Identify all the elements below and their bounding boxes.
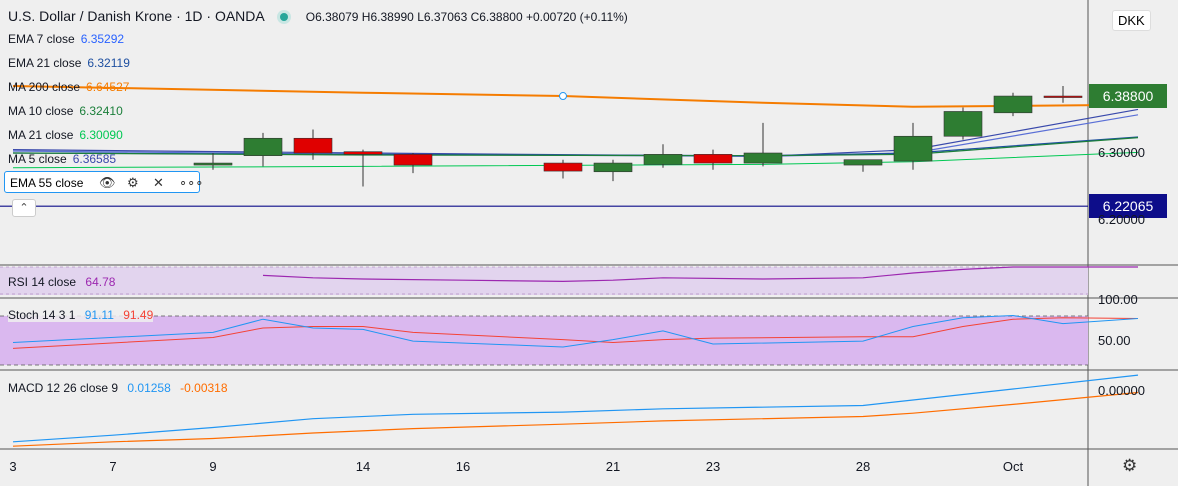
indicator-label: MA 10 close xyxy=(8,104,74,118)
indicator-label: MA 200 close xyxy=(8,80,81,94)
symbol-title: U.S. Dollar / Danish Krone · 1D · OANDA xyxy=(8,8,264,24)
indicator-value: 6.35292 xyxy=(80,32,125,46)
macd-legend[interactable]: MACD 12 26 close 9 0.01258 -0.00318 xyxy=(8,381,228,395)
indicator-legend-row[interactable]: MA 21 close 6.30090 xyxy=(8,128,123,142)
rsi-value: 64.78 xyxy=(85,275,116,289)
macd-line xyxy=(12,374,1139,443)
x-tick-label: 14 xyxy=(355,459,371,474)
stoch-y-tick-label: 100.00 xyxy=(1098,292,1138,307)
indicator-legend-row[interactable]: MA 5 close 6.36585 xyxy=(8,152,116,166)
eye-icon[interactable]: 👁 xyxy=(99,175,116,190)
candle-body xyxy=(193,162,233,166)
indicator-value: 6.64527 xyxy=(86,80,130,94)
x-tick-label: 23 xyxy=(705,459,721,474)
candle-body xyxy=(1043,95,1083,98)
horizontal-line-price-tag: 6.22065 xyxy=(1089,194,1167,218)
ma200-line xyxy=(12,85,1139,108)
candle-body xyxy=(543,162,583,172)
indicator-label: MA 5 close xyxy=(8,152,67,166)
last-price-tag: 6.38800 xyxy=(1089,84,1167,108)
indicator-value: 6.32410 xyxy=(79,104,123,118)
stoch-d-line xyxy=(12,317,1139,349)
candle-body xyxy=(843,159,883,166)
y-tick-label: 6.30000 xyxy=(1098,145,1145,160)
collapse-legend-button[interactable]: ⌃ xyxy=(12,199,36,217)
candle-body xyxy=(343,151,383,155)
stoch-band xyxy=(0,316,1088,365)
x-tick-label: 28 xyxy=(855,459,871,474)
stoch-d-value: 91.49 xyxy=(123,308,154,322)
rsi-legend[interactable]: RSI 14 close 64.78 xyxy=(8,275,115,289)
stoch-y-tick-label: 50.00 xyxy=(1098,333,1131,348)
y-tick-label: 6.20000 xyxy=(1098,212,1145,227)
chart-header: U.S. Dollar / Danish Krone · 1D · OANDA … xyxy=(8,8,628,24)
x-tick-label: 3 xyxy=(9,459,17,474)
candle-body xyxy=(893,135,933,162)
x-tick-label: 21 xyxy=(605,459,621,474)
stoch-k-value: 91.11 xyxy=(84,308,114,322)
indicator-label: EMA 21 close xyxy=(8,56,82,70)
rsi-label: RSI 14 close xyxy=(8,275,77,289)
ma200-anchor-point xyxy=(559,92,567,101)
plot-background xyxy=(0,0,1088,486)
gear-icon[interactable]: ⚙ xyxy=(127,175,139,190)
macd-label: MACD 12 26 close 9 xyxy=(8,381,119,395)
candle-body xyxy=(693,154,733,164)
indicator-legend-row[interactable]: MA 10 close 6.32410 xyxy=(8,104,123,118)
market-status-dot xyxy=(279,13,288,22)
x-tick-label: 9 xyxy=(209,459,217,474)
x-tick-label: 16 xyxy=(455,459,471,474)
ema55-legend[interactable]: EMA 55 close 👁 ⚙ ✕ ∘∘∘ xyxy=(4,171,204,193)
indicator-value: 6.32119 xyxy=(87,56,130,70)
rsi-line xyxy=(262,266,1138,283)
candle-body xyxy=(293,137,333,154)
indicator-label: MA 21 close xyxy=(8,128,74,142)
candle-body xyxy=(593,162,633,173)
candle-body xyxy=(943,111,983,137)
indicator-value: 6.36585 xyxy=(72,152,117,166)
indicator-value: 6.30090 xyxy=(79,128,123,142)
indicator-legend-row[interactable]: EMA 7 close 6.35292 xyxy=(8,32,124,46)
close-icon[interactable]: ✕ xyxy=(153,175,164,190)
ema55-label: EMA 55 close xyxy=(10,176,84,190)
candle-body xyxy=(993,95,1033,114)
more-icon[interactable]: ∘∘∘ xyxy=(179,175,204,190)
candle-body xyxy=(643,154,683,165)
macd-value: 0.01258 xyxy=(127,381,171,395)
stoch-legend[interactable]: Stoch 14 3 1 91.11 91.49 xyxy=(8,308,154,322)
macd-y-tick-label: 0.00000 xyxy=(1098,383,1145,398)
currency-badge[interactable]: DKK xyxy=(1112,10,1151,31)
chart-settings-icon[interactable]: ⚙ xyxy=(1122,456,1138,475)
x-tick-label: 7 xyxy=(109,459,117,474)
stoch-k-line xyxy=(12,315,1139,348)
macd-signal-line xyxy=(12,391,1139,447)
candle-body xyxy=(743,152,783,164)
indicator-legend-row[interactable]: EMA 21 close 6.32119 xyxy=(8,56,130,70)
candle-body xyxy=(393,154,433,166)
x-tick-label: Oct xyxy=(1002,459,1024,474)
stoch-label: Stoch 14 3 1 xyxy=(8,308,76,322)
signal-value: -0.00318 xyxy=(180,381,228,395)
ohlc-values: O6.38079 H6.38990 L6.37063 C6.38800 +0.0… xyxy=(305,10,628,24)
candle-body xyxy=(243,137,283,156)
indicator-legend-row[interactable]: MA 200 close 6.64527 xyxy=(8,80,129,94)
indicator-label: EMA 7 close xyxy=(8,32,75,46)
